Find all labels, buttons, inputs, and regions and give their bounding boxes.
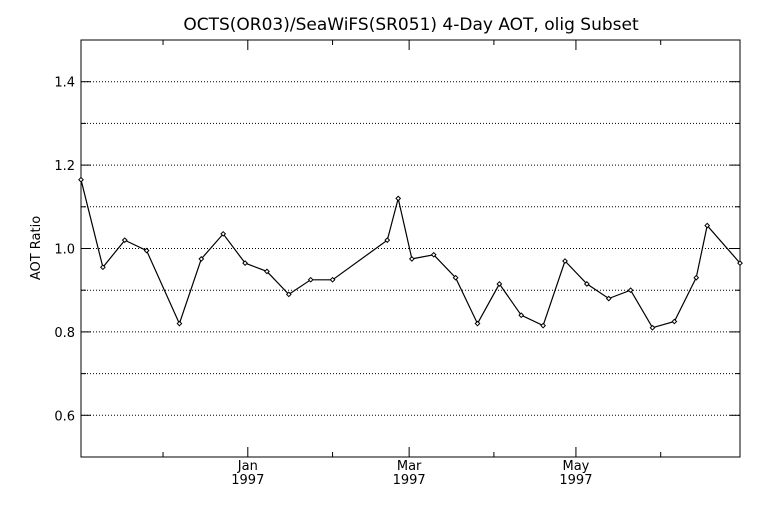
data-point [649, 324, 656, 331]
plot-frame [80, 39, 741, 458]
data-point [220, 230, 227, 237]
data-point [474, 320, 481, 327]
data-point [605, 295, 612, 302]
data-point [452, 274, 459, 281]
data-point [198, 256, 205, 262]
data-point [540, 322, 547, 329]
data-point [430, 251, 437, 258]
data-point [121, 237, 128, 244]
data-point [671, 318, 678, 325]
data-point [518, 312, 525, 319]
y-tick-label: 0.6 [54, 409, 75, 424]
data-point [562, 258, 568, 264]
y-tick-label: 1.2 [54, 159, 75, 174]
axes [80, 39, 741, 458]
data-point [395, 195, 402, 202]
series-line [80, 179, 741, 329]
data-point [627, 287, 634, 294]
x-tick-month-label: Mar [397, 459, 422, 474]
data-point [737, 260, 743, 267]
data-point [264, 268, 270, 275]
y-tick-label: 0.8 [54, 326, 75, 341]
y-tick-label: 1.4 [54, 76, 75, 91]
data-point [176, 320, 183, 327]
series-aot-ratio [78, 176, 743, 331]
data-point [285, 291, 292, 298]
x-tick-year-label: 1997 [393, 473, 426, 488]
x-tick-month-label: Jan [237, 459, 258, 474]
data-point [704, 222, 711, 229]
data-point [583, 281, 590, 287]
data-point [329, 276, 336, 283]
gridlines [81, 81, 740, 416]
data-point [78, 176, 84, 183]
data-point [408, 256, 415, 262]
x-tick-month-label: May [562, 459, 589, 474]
data-point [99, 264, 106, 271]
data-point [143, 247, 150, 254]
chart-title: OCTS(OR03)/SeaWiFS(SR051) 4-Day AOT, oli… [183, 15, 639, 35]
y-tick-label: 1.0 [54, 243, 75, 258]
data-point [693, 274, 700, 281]
data-point [496, 281, 503, 287]
data-point [242, 260, 248, 267]
data-point [307, 276, 314, 283]
x-tick-year-label: 1997 [231, 473, 264, 488]
data-point [384, 237, 391, 244]
x-tick-year-label: 1997 [559, 473, 592, 488]
y-axis-label: AOT Ratio [29, 216, 44, 280]
